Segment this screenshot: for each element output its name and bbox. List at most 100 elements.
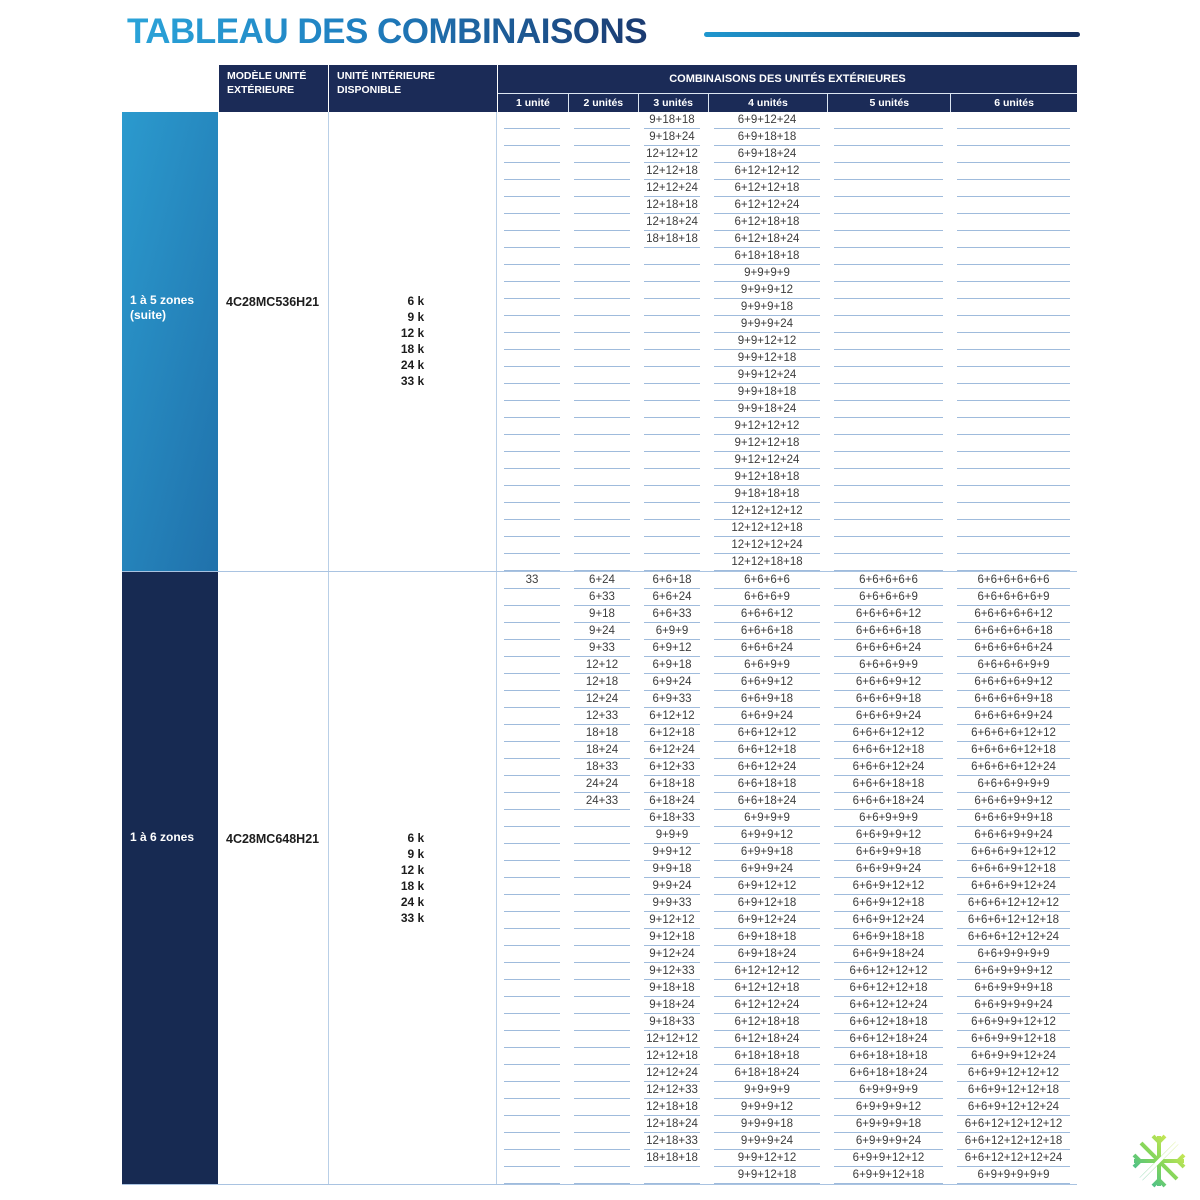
combo-cell	[827, 282, 950, 299]
table-row: 9+9+12+18	[497, 350, 1077, 367]
combo-cell: 18+24	[567, 742, 637, 759]
combo-cell: 6+6+24	[637, 589, 707, 606]
combo-cell: 6+6+6+6+24	[827, 640, 950, 657]
combo-cell	[497, 231, 567, 248]
combo-cell	[827, 112, 950, 129]
table-row: 6+18+33 6+9+9+9 6+6+9+9+9 6+6+6+9+9+18	[497, 810, 1077, 827]
combo-cell	[827, 435, 950, 452]
combo-cell: 9+12+12+24	[707, 452, 827, 469]
combo-cell: 6+6+6+9+9+18	[950, 810, 1077, 827]
zone-label: 1 à 6 zones	[130, 830, 195, 844]
combo-cell	[567, 1014, 637, 1031]
combo-cell	[827, 146, 950, 163]
indoor-unit: 9 k	[407, 310, 425, 324]
combo-cell	[637, 367, 707, 384]
combo-cell	[950, 231, 1077, 248]
combo-cell	[567, 1082, 637, 1099]
model-cell: 4C28MC536H21	[218, 112, 328, 571]
combo-cell	[827, 197, 950, 214]
combo-cell: 6+6+6+6+9+18	[950, 691, 1077, 708]
combo-cell	[950, 333, 1077, 350]
combo-cell	[567, 861, 637, 878]
table-row: 9+9+12+12	[497, 333, 1077, 350]
combo-cell	[567, 1099, 637, 1116]
combo-cell	[497, 486, 567, 503]
combo-cell	[497, 435, 567, 452]
combo-cell: 9+9+12+18	[707, 350, 827, 367]
combo-cell	[497, 469, 567, 486]
combo-cell: 6+6+18+18+24	[827, 1065, 950, 1082]
table-row: 18+18+18 6+12+18+24	[497, 231, 1077, 248]
combo-cell	[497, 1150, 567, 1167]
combo-cell	[497, 810, 567, 827]
combo-cell: 6+9+12+18	[707, 895, 827, 912]
combo-cell: 6+12+18	[637, 725, 707, 742]
indoor-units-list: 6 k 9 k 12 k 18 k 24 k 33 k	[401, 830, 424, 926]
combo-cell: 6+6+9+12	[707, 674, 827, 691]
combo-cell	[567, 1048, 637, 1065]
combo-cell: 6+6+9+12+12+24	[950, 1099, 1077, 1116]
combo-cell	[637, 537, 707, 554]
combo-cell: 6+12+18+18	[707, 1014, 827, 1031]
combo-cell: 9+9+9+18	[707, 1116, 827, 1133]
table-row: 18+24 6+12+24 6+6+12+18 6+6+6+12+18 6+6+…	[497, 742, 1077, 759]
combo-cell	[637, 384, 707, 401]
combo-cell: 9+24	[567, 623, 637, 640]
combo-cell: 18+18	[567, 725, 637, 742]
combo-cell	[567, 844, 637, 861]
indoor-unit: 9 k	[407, 847, 425, 861]
combo-cell	[497, 1014, 567, 1031]
table-row: 9+33 6+9+12 6+6+6+24 6+6+6+6+24 6+6+6+6+…	[497, 640, 1077, 657]
combo-cell: 6+18+33	[637, 810, 707, 827]
table-row: 9+9+18 6+9+9+24 6+6+9+9+24 6+6+6+9+12+18	[497, 861, 1077, 878]
combo-cell: 6+6+18+18	[707, 776, 827, 793]
combo-cell	[497, 980, 567, 997]
table-row: 9+18+24 6+12+12+24 6+6+12+12+24 6+6+9+9+…	[497, 997, 1077, 1014]
combo-cell	[497, 350, 567, 367]
model-column-header: MODÈLE UNITÉ EXTÉRIEURE	[218, 65, 328, 112]
table-row: 12+18+24 6+12+18+18	[497, 214, 1077, 231]
combo-cell	[567, 112, 637, 129]
combo-cell	[827, 520, 950, 537]
combo-cell	[497, 929, 567, 946]
combo-cell	[567, 878, 637, 895]
combo-cell: 12+12+12+12	[707, 503, 827, 520]
table-row: 9+12+12 6+9+12+24 6+6+9+12+24 6+6+6+12+1…	[497, 912, 1077, 929]
combo-cell: 6+6+12+12+18	[827, 980, 950, 997]
combo-cell: 6+6+18	[637, 572, 707, 589]
combo-cell	[637, 435, 707, 452]
combo-cell	[497, 708, 567, 725]
combo-cell	[497, 1065, 567, 1082]
combo-cell: 6+12+12+24	[707, 997, 827, 1014]
combo-cell: 18+18+18	[637, 1150, 707, 1167]
combo-cell	[567, 146, 637, 163]
zone-suffix: (suite)	[130, 308, 166, 322]
combo-cell	[827, 418, 950, 435]
combo-cell	[827, 316, 950, 333]
combo-cell	[827, 129, 950, 146]
combo-cell: 6+6+9+12+18	[827, 895, 950, 912]
table-row: 12+18+33 9+9+9+24 6+9+9+9+24 6+6+12+12+1…	[497, 1133, 1077, 1150]
combo-cell	[497, 1167, 567, 1184]
combo-cell	[497, 1116, 567, 1133]
combo-cell	[567, 1167, 637, 1184]
combo-cell: 6+6+9+12+12+18	[950, 1082, 1077, 1099]
combo-cell	[567, 469, 637, 486]
combo-cell	[497, 657, 567, 674]
combo-cell: 9+12+18+18	[707, 469, 827, 486]
combo-cell: 12+12+12+24	[707, 537, 827, 554]
combo-cell	[950, 503, 1077, 520]
indoor-unit: 6 k	[407, 831, 425, 845]
table-row: 12+12+12+24	[497, 537, 1077, 554]
combo-cell	[637, 469, 707, 486]
combo-cell	[567, 401, 637, 418]
combo-cell	[497, 1133, 567, 1150]
table-row: 24+24 6+18+18 6+6+18+18 6+6+6+18+18 6+6+…	[497, 776, 1077, 793]
table-header: MODÈLE UNITÉ EXTÉRIEURE UNITÉ INTÉRIEURE…	[122, 65, 1077, 112]
combo-cell	[637, 452, 707, 469]
combo-cell	[637, 554, 707, 571]
combo-cell: 6+6+6+6+9+24	[950, 708, 1077, 725]
combo-cell	[950, 367, 1077, 384]
combo-cell: 6+18+18	[637, 776, 707, 793]
combo-rows: 9+18+18 6+9+12+24 9+18+24 6+9+18+18 12+1…	[497, 112, 1077, 571]
